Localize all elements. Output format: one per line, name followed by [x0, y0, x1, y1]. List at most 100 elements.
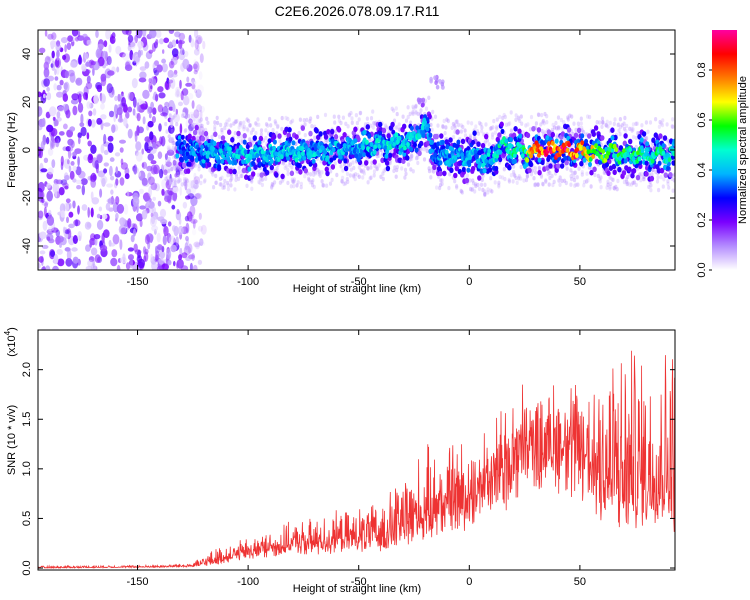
ridge-cell — [582, 157, 587, 163]
halo-cell — [406, 105, 410, 110]
noise-cell — [148, 49, 154, 54]
noise-cell — [86, 132, 90, 140]
noise-cell — [108, 110, 115, 118]
noise-cell — [134, 131, 138, 143]
halo-cell — [509, 128, 513, 133]
halo-cell — [657, 187, 661, 193]
halo-cell — [247, 118, 251, 124]
halo-cell — [569, 174, 573, 179]
halo-cell — [488, 126, 492, 131]
halo-cell — [588, 114, 592, 120]
halo-cell — [541, 118, 546, 124]
noise-cell — [151, 225, 159, 232]
halo-cell — [341, 115, 345, 120]
noise-cell — [191, 228, 197, 236]
ridge-cell — [586, 149, 591, 155]
noise-cell — [133, 164, 138, 175]
halo-cell — [237, 125, 241, 130]
noise-cell — [199, 53, 204, 64]
ridge-cell — [343, 165, 349, 172]
halo-cell — [196, 135, 200, 141]
noise-cell — [193, 172, 197, 180]
noise-cell — [157, 104, 164, 113]
ridge-cell — [623, 158, 628, 164]
halo-cell — [459, 189, 464, 194]
halo-cell — [358, 111, 362, 116]
noise-cell — [121, 30, 129, 35]
halo-cell — [171, 140, 175, 146]
ridge-cell — [589, 169, 594, 176]
ridge-cell — [243, 149, 248, 155]
noise-cell — [106, 55, 112, 66]
ridge-cell — [495, 153, 499, 159]
ridge-cell — [384, 160, 390, 166]
noise-cell — [103, 229, 110, 239]
halo-cell — [275, 166, 279, 171]
noise-cell — [56, 248, 63, 255]
noise-cell — [154, 228, 157, 235]
noise-cell — [167, 259, 172, 266]
noise-cell — [168, 106, 174, 111]
noise-cell — [202, 40, 206, 50]
halo-cell — [644, 120, 649, 125]
ridge-cell — [480, 142, 486, 149]
blob-cell — [429, 76, 433, 82]
halo-cell — [264, 122, 269, 127]
noise-cell — [65, 109, 71, 119]
noise-cell — [78, 170, 86, 179]
noise-cell — [46, 124, 54, 133]
ridge-cell — [574, 153, 579, 159]
noise-cell — [152, 78, 157, 86]
noise-cell — [97, 39, 104, 50]
noise-cell — [51, 50, 55, 59]
noise-cell — [48, 209, 52, 216]
ridge-cell — [600, 135, 605, 141]
noise-cell — [80, 113, 84, 125]
noise-cell — [66, 42, 72, 50]
ridge-cell — [323, 149, 328, 155]
noise-cell — [72, 235, 78, 244]
halo-cell — [214, 180, 218, 185]
noise-cell — [58, 187, 65, 196]
halo-cell — [346, 124, 350, 129]
noise-cell — [102, 213, 108, 220]
halo-cell — [608, 185, 612, 190]
noise-cell — [40, 140, 45, 150]
halo-cell — [425, 148, 429, 154]
ridge-cell — [180, 134, 185, 140]
halo-cell — [164, 121, 168, 127]
noise-cell — [161, 63, 168, 73]
halo-cell — [524, 123, 528, 128]
halo-cell — [642, 176, 646, 182]
halo-cell — [284, 164, 288, 169]
ridge-cell — [280, 173, 285, 180]
halo-cell — [351, 160, 355, 165]
ridge-cell — [365, 139, 369, 145]
ridge-cell — [606, 150, 611, 156]
ridge-cell — [672, 138, 675, 144]
ridge-cell — [420, 125, 425, 131]
noise-cell — [168, 30, 175, 34]
ridge-cell — [354, 153, 359, 159]
halo-cell — [280, 126, 284, 132]
halo-cell — [357, 117, 361, 122]
halo-cell — [227, 117, 231, 122]
halo-cell — [657, 124, 662, 129]
halo-cell — [408, 111, 412, 117]
halo-cell — [514, 175, 518, 181]
noise-cell — [131, 78, 138, 89]
ridge-cell — [182, 162, 187, 169]
ridge-cell — [593, 125, 599, 131]
noise-cell — [191, 253, 196, 261]
noise-cell — [159, 208, 167, 218]
noise-cell — [178, 217, 182, 225]
noise-cell — [77, 30, 81, 37]
halo-cell — [584, 132, 588, 137]
halo-cell — [339, 164, 343, 169]
halo-cell — [548, 175, 552, 181]
noise-cell — [187, 180, 194, 189]
noise-cell — [135, 30, 143, 39]
halo-cell — [297, 130, 301, 136]
halo-cell — [483, 189, 487, 194]
halo-cell — [213, 120, 217, 125]
